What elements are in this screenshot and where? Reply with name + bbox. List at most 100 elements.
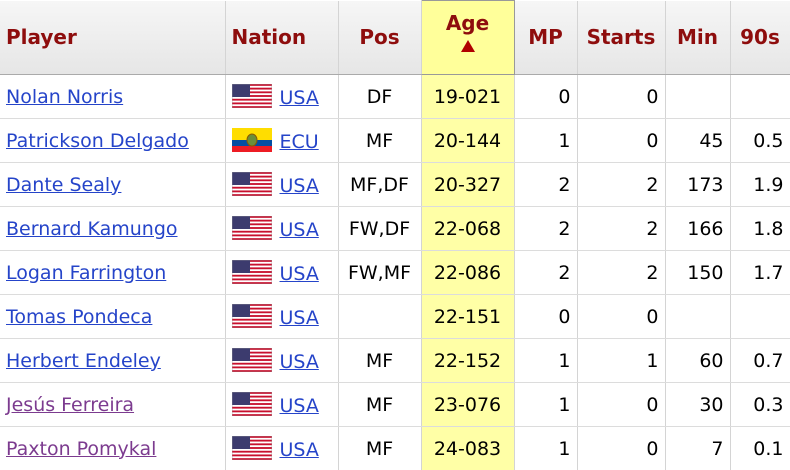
nineties-cell: 0.1	[730, 426, 790, 470]
starts-cell: 0	[577, 294, 666, 339]
column-header[interactable]: Player	[0, 0, 226, 75]
nation-link[interactable]: USA	[279, 439, 319, 461]
column-header[interactable]: MP	[514, 0, 578, 75]
flag-icon	[231, 171, 272, 197]
column-header-text: Min	[677, 25, 718, 50]
min-cell	[665, 294, 731, 339]
flag-icon	[231, 259, 272, 285]
column-header-text: MP	[528, 25, 563, 50]
player-cell: Nolan Norris	[0, 74, 226, 119]
player-row: Jesús Ferreira USA MF 23-076 1 0 30 0.3	[0, 382, 790, 427]
starts-cell: 2	[577, 206, 666, 251]
mp-cell: 2	[514, 250, 578, 295]
player-link[interactable]: Bernard Kamungo	[6, 217, 178, 240]
column-header[interactable]: Pos	[338, 0, 422, 75]
player-cell: Herbert Endeley	[0, 338, 226, 383]
nation-link[interactable]: USA	[279, 307, 319, 329]
player-link[interactable]: Nolan Norris	[6, 85, 124, 108]
age-cell: 19-021	[421, 74, 515, 119]
nineties-cell	[730, 74, 790, 119]
mp-cell: 2	[514, 162, 578, 207]
player-row: Logan Farrington USA FW,MF 22-086 2 2 150 1.7	[0, 250, 790, 295]
starts-cell: 0	[577, 382, 666, 427]
player-row: Patrickson Delgado ECU MF 20-144 1 0 45 0.5	[0, 118, 790, 163]
player-link[interactable]: Dante Sealy	[6, 173, 122, 196]
min-cell: 30	[665, 382, 731, 427]
min-cell: 7	[665, 426, 731, 470]
starts-cell: 1	[577, 338, 666, 383]
player-row: Nolan Norris USA DF 19-021 0 0	[0, 74, 790, 119]
player-cell: Tomas Pondeca	[0, 294, 226, 339]
column-header[interactable]: Min	[665, 0, 731, 75]
starts-cell: 0	[577, 74, 666, 119]
nation-link[interactable]: USA	[279, 175, 319, 197]
column-header-text: Player	[6, 25, 77, 50]
mp-cell: 0	[514, 74, 578, 119]
age-cell: 24-083	[421, 426, 515, 470]
nation-link[interactable]: USA	[279, 263, 319, 285]
player-link[interactable]: Paxton Pomykal	[6, 437, 157, 460]
player-row: Herbert Endeley USA MF 22-152 1 1 60 0.7	[0, 338, 790, 383]
nation-link[interactable]: USA	[279, 87, 319, 109]
min-cell	[665, 74, 731, 119]
player-row: Bernard Kamungo USA FW,DF 22-068 2 2 166 1.8	[0, 206, 790, 251]
column-header[interactable]: 90s	[730, 0, 790, 75]
pos-cell: DF	[338, 74, 422, 119]
nineties-cell	[730, 294, 790, 339]
column-header-text: 90s	[740, 25, 780, 50]
age-cell: 22-068	[421, 206, 515, 251]
player-link[interactable]: Patrickson Delgado	[6, 129, 189, 152]
age-cell: 22-151	[421, 294, 515, 339]
nation-cell: USA	[225, 250, 339, 295]
column-header-text: Starts	[586, 25, 656, 50]
flag-icon	[231, 347, 272, 373]
nation-link[interactable]: USA	[279, 219, 319, 241]
sort-arrow	[460, 40, 475, 52]
nation-link[interactable]: USA	[279, 395, 319, 417]
pos-cell: MF	[338, 118, 422, 163]
starts-cell: 0	[577, 118, 666, 163]
player-cell: Paxton Pomykal	[0, 426, 226, 470]
player-cell: Patrickson Delgado	[0, 118, 226, 163]
column-header[interactable]: Nation	[225, 0, 339, 75]
age-cell: 22-152	[421, 338, 515, 383]
age-cell: 20-327	[421, 162, 515, 207]
mp-cell: 1	[514, 118, 578, 163]
min-cell: 166	[665, 206, 731, 251]
age-cell: 20-144	[421, 118, 515, 163]
column-header[interactable]: Age	[420, 0, 515, 75]
player-cell: Dante Sealy	[0, 162, 226, 207]
player-link[interactable]: Jesús Ferreira	[6, 393, 135, 416]
flag-icon	[231, 435, 272, 461]
flag-icon	[231, 303, 272, 329]
mp-cell: 1	[514, 382, 578, 427]
nineties-cell: 1.7	[730, 250, 790, 295]
player-cell: Logan Farrington	[0, 250, 226, 295]
flag-icon	[231, 391, 272, 417]
column-header-text: Age	[445, 11, 490, 35]
column-header-text: Nation	[231, 25, 307, 50]
player-link[interactable]: Herbert Endeley	[6, 349, 161, 372]
nineties-cell: 1.9	[730, 162, 790, 207]
nation-cell: USA	[225, 294, 339, 339]
nation-cell: USA	[225, 426, 339, 470]
nation-link[interactable]: ECU	[279, 131, 319, 153]
pos-cell: FW,MF	[338, 250, 422, 295]
column-header[interactable]: Starts	[577, 0, 666, 75]
mp-cell: 2	[514, 206, 578, 251]
pos-cell: MF	[338, 382, 422, 427]
min-cell: 150	[665, 250, 731, 295]
starts-cell: 2	[577, 250, 666, 295]
nation-link[interactable]: USA	[279, 351, 319, 373]
player-link[interactable]: Tomas Pondeca	[6, 305, 153, 328]
min-cell: 173	[665, 162, 731, 207]
player-row: Tomas Pondeca USA 22-151 0 0	[0, 294, 790, 339]
age-cell: 23-076	[421, 382, 515, 427]
player-cell: Jesús Ferreira	[0, 382, 226, 427]
table-body: Nolan Norris USA DF 19-021 0 0 Patrickson Delg…	[0, 74, 790, 470]
nineties-cell: 0.3	[730, 382, 790, 427]
mp-cell: 1	[514, 426, 578, 470]
player-link[interactable]: Logan Farrington	[6, 261, 167, 284]
